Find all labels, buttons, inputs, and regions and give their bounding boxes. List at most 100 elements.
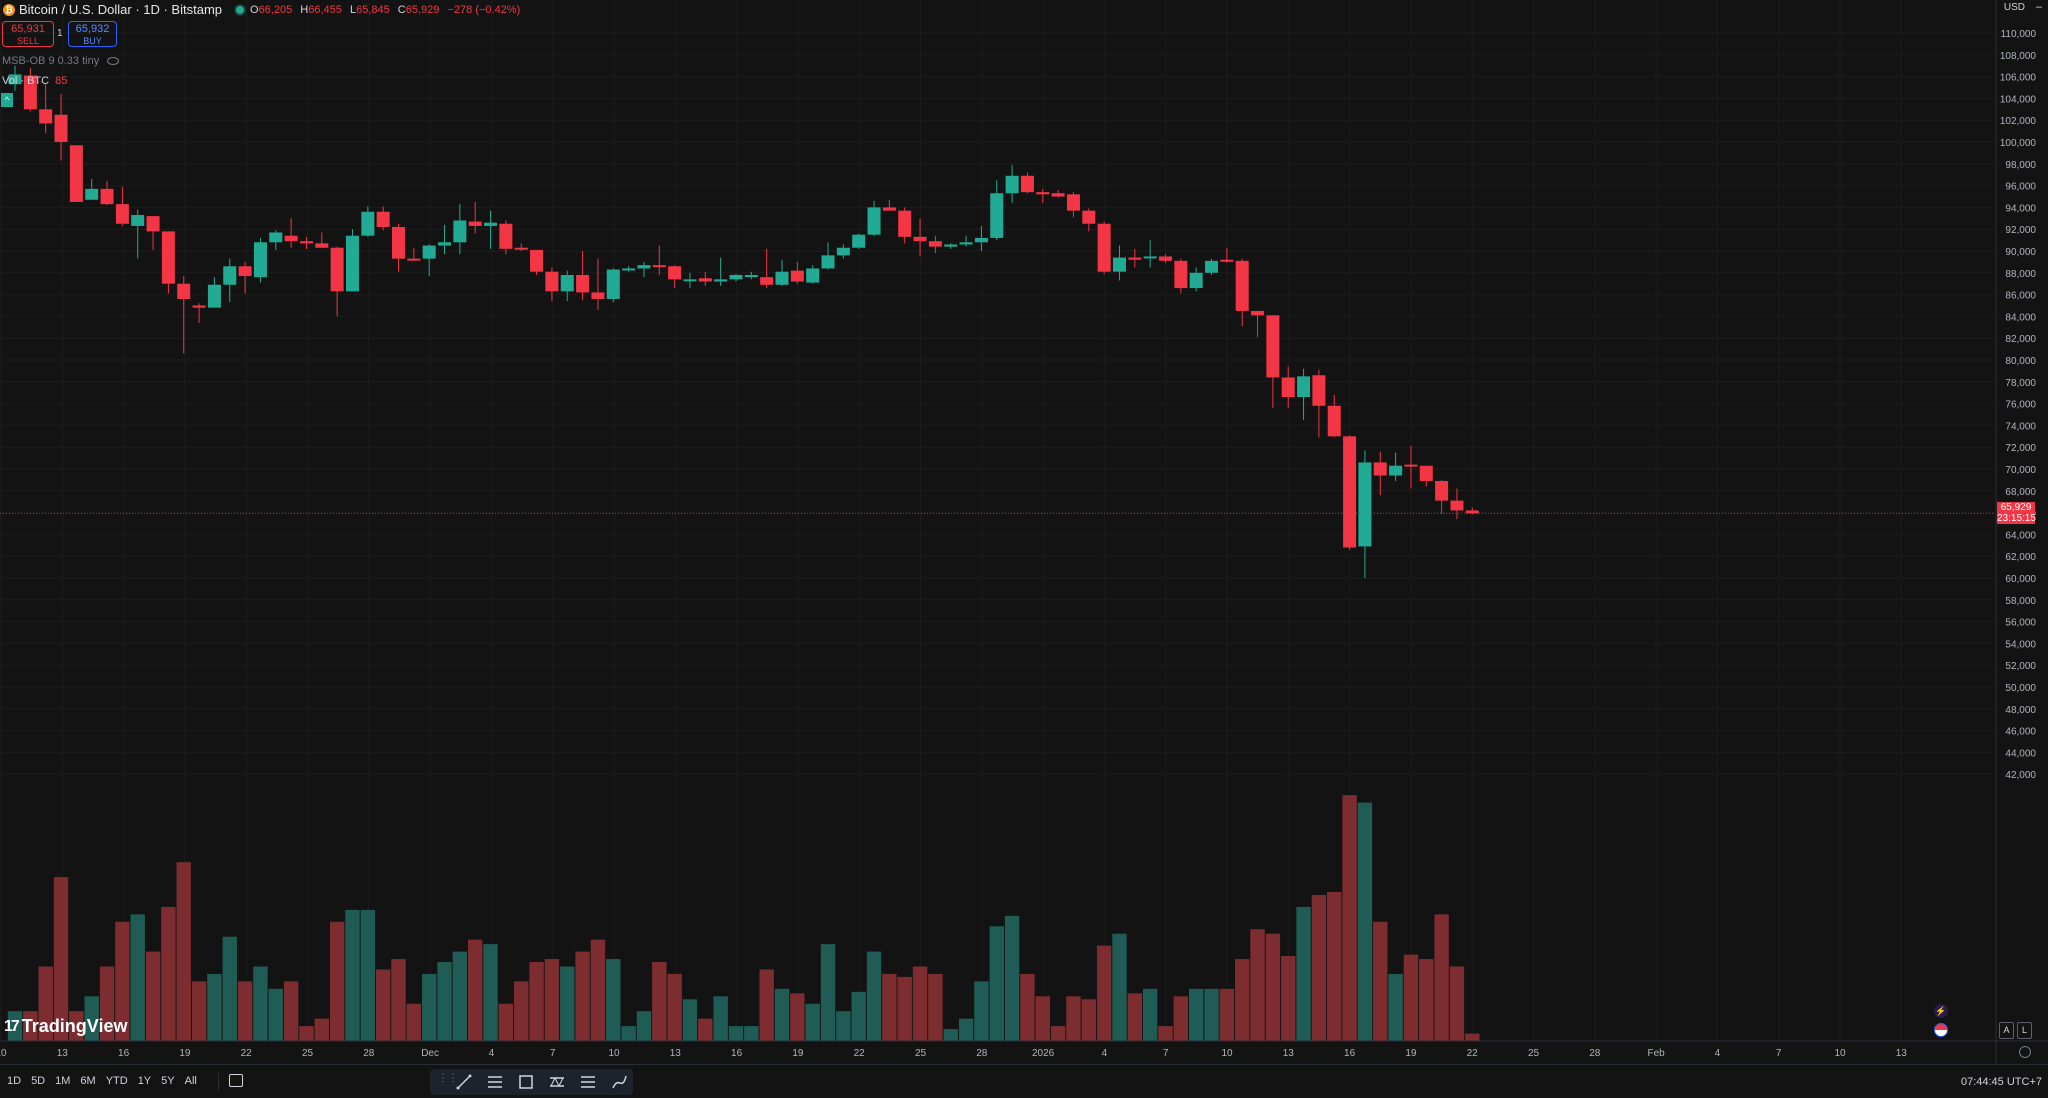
candle-body — [1450, 500, 1464, 511]
candle-body — [974, 237, 988, 243]
indicator-legend[interactable]: MSB-OB 9 0.33 tiny — [2, 55, 120, 67]
volume-bar — [1419, 959, 1434, 1041]
candle-body — [714, 279, 728, 282]
us-flag-icon[interactable] — [1934, 1023, 1948, 1037]
drag-handle-icon[interactable]: ⋮⋮ — [438, 1073, 458, 1084]
volume-bar — [176, 862, 191, 1041]
buy-button[interactable]: 65,932 BUY — [68, 21, 117, 47]
candle-body — [944, 244, 958, 247]
candle-body — [161, 231, 175, 284]
flash-icon[interactable]: ⚡ — [1934, 1004, 1948, 1018]
volume-bar — [974, 981, 989, 1041]
low-value: 65,845 — [356, 3, 390, 16]
range-button-1y[interactable]: 1Y — [137, 1075, 152, 1087]
volume-bar — [805, 1003, 820, 1041]
symbol-legend[interactable]: ₿ Bitcoin / U.S. Dollar · 1D · Bitstamp … — [3, 2, 525, 17]
range-button-1d[interactable]: 1D — [7, 1075, 22, 1087]
candle-body — [1297, 376, 1311, 398]
volume-bar — [652, 962, 667, 1041]
date-tick-label: 10 — [1834, 1048, 1846, 1059]
candle-body — [484, 222, 498, 226]
collapse-arrow-icon[interactable]: ^ — [1, 93, 13, 107]
volume-bar — [421, 973, 437, 1041]
candle-body — [8, 74, 22, 85]
rectangle-icon[interactable] — [515, 1072, 537, 1092]
volume-bar — [498, 1003, 514, 1041]
range-button-1m[interactable]: 1M — [55, 1075, 71, 1087]
price-chart[interactable]: 110,000 108,000 106,000 104,000 102,000 100,0… — [0, 0, 2048, 1064]
candle-body — [606, 269, 620, 299]
candle-body — [790, 270, 804, 282]
indicator-label: MSB-OB 9 0.33 tiny — [2, 55, 100, 67]
log-scale-button[interactable]: L — [2017, 1022, 2032, 1039]
volume-bar — [53, 877, 69, 1041]
auto-scale-button[interactable]: A — [1999, 1022, 2014, 1039]
range-button-5y[interactable]: 5Y — [161, 1075, 175, 1087]
date-tick-label: 16 — [731, 1048, 743, 1059]
candle-body — [115, 204, 129, 224]
sell-button[interactable]: 65,931 SELL — [2, 21, 54, 47]
volume-bar — [958, 1018, 974, 1041]
eye-icon[interactable] — [107, 57, 120, 66]
date-tick-label: 19 — [792, 1048, 804, 1059]
range-button-ytd[interactable]: YTD — [105, 1075, 128, 1087]
symbol-title[interactable]: Bitcoin / U.S. Dollar · 1D · Bitstamp — [19, 2, 222, 17]
currency-menu-icon[interactable]: – — [2035, 1, 2042, 13]
volume-bar — [621, 1026, 636, 1041]
fib-retracement-icon[interactable] — [484, 1072, 506, 1092]
date-tick-label: 28 — [363, 1048, 375, 1059]
currency-label[interactable]: USD — [2003, 2, 2025, 13]
range-button-5d[interactable]: 5D — [31, 1075, 46, 1087]
date-tick-label: 19 — [1405, 1048, 1417, 1059]
price-tick-label: 70,000 — [2005, 465, 2036, 476]
volume-bar — [1035, 996, 1050, 1041]
volume-label: Vol · BTC — [2, 75, 50, 87]
range-button-all[interactable]: All — [184, 1075, 197, 1087]
candle-body — [1281, 377, 1295, 398]
volume-bar — [560, 966, 575, 1041]
volume-bar — [207, 973, 222, 1041]
candle-body — [54, 114, 68, 142]
candle-body — [453, 220, 467, 243]
volume-bar — [1327, 892, 1342, 1041]
forecast-icon[interactable] — [577, 1072, 599, 1092]
volume-bar — [222, 936, 237, 1041]
candle-body — [928, 241, 942, 247]
candle-body — [1097, 223, 1111, 272]
candle-body — [299, 241, 313, 244]
market-status-icon[interactable] — [236, 5, 244, 14]
date-tick-label: 13 — [1896, 1048, 1908, 1059]
candle-body — [238, 266, 252, 277]
clock-time[interactable]: 07:44:45 UTC+7 — [1960, 1076, 2042, 1088]
range-button-6m[interactable]: 6M — [80, 1075, 96, 1087]
price-tick-label: 42,000 — [2005, 770, 2036, 781]
price-tick-label: 92,000 — [2005, 225, 2036, 236]
candle-body — [1036, 192, 1050, 195]
date-tick-label: 28 — [976, 1048, 988, 1059]
volume-bar — [544, 959, 560, 1041]
price-tick-label: 90,000 — [2005, 247, 2036, 258]
candle-body — [760, 277, 774, 285]
current-price-label: 65,929 — [2000, 502, 2032, 514]
price-tick-label: 106,000 — [2000, 73, 2037, 84]
candle-body — [821, 255, 835, 269]
price-tick-label: 110,000 — [2001, 29, 2037, 40]
trend-line-icon[interactable] — [453, 1072, 475, 1092]
calendar-icon[interactable] — [229, 1074, 243, 1087]
pattern-icon[interactable] — [546, 1072, 568, 1092]
volume-bar — [820, 944, 836, 1041]
volume-bar — [636, 1011, 652, 1041]
volume-bar — [1296, 906, 1311, 1041]
date-tick-label: 13 — [57, 1048, 69, 1059]
candle-body — [1327, 405, 1341, 437]
chart-settings-gear-icon[interactable] — [2019, 1046, 2031, 1058]
volume-bar — [590, 939, 606, 1041]
volume-bar — [897, 976, 912, 1041]
candle-body — [361, 211, 375, 236]
brush-icon[interactable] — [608, 1072, 630, 1092]
date-tick-label: 13 — [1283, 1048, 1295, 1059]
tradingview-logo[interactable]: 17 TradingView — [4, 1016, 128, 1037]
candle-body — [131, 215, 145, 226]
volume-bar — [1112, 933, 1127, 1041]
volume-legend[interactable]: Vol · BTC 85 — [2, 75, 67, 87]
